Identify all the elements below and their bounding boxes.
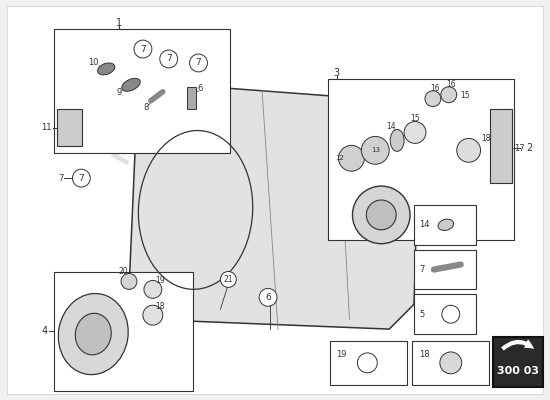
Circle shape <box>404 122 426 143</box>
Text: 8: 8 <box>143 103 148 112</box>
Circle shape <box>358 353 377 373</box>
Bar <box>53 29 230 153</box>
Ellipse shape <box>75 313 111 355</box>
Text: 7: 7 <box>419 265 425 274</box>
Ellipse shape <box>390 130 404 151</box>
Bar <box>493 337 543 387</box>
Text: 7: 7 <box>58 174 63 183</box>
Text: 9: 9 <box>117 88 122 97</box>
FancyArrowPatch shape <box>501 339 534 350</box>
Bar <box>412 341 490 385</box>
Text: 12: 12 <box>335 155 344 161</box>
Text: EUROSPARES: EUROSPARES <box>104 132 357 288</box>
Bar <box>57 109 82 146</box>
Text: 18: 18 <box>155 302 164 311</box>
Text: 6: 6 <box>265 293 271 302</box>
Text: 7: 7 <box>140 44 146 54</box>
Text: a passion for parts since 1: a passion for parts since 1 <box>184 215 336 304</box>
Ellipse shape <box>438 219 454 230</box>
Text: 7: 7 <box>166 54 172 64</box>
Circle shape <box>361 136 389 164</box>
Circle shape <box>456 138 481 162</box>
Text: 19: 19 <box>155 276 164 285</box>
Text: 2: 2 <box>526 143 532 153</box>
Text: 11: 11 <box>41 123 52 132</box>
Bar <box>329 341 407 385</box>
Text: 14: 14 <box>386 122 396 131</box>
Text: 1: 1 <box>116 18 122 28</box>
Text: 18: 18 <box>482 134 491 143</box>
Text: 300 03: 300 03 <box>497 366 540 376</box>
Ellipse shape <box>97 63 115 75</box>
Text: 17: 17 <box>514 144 525 153</box>
Text: 7: 7 <box>79 174 84 183</box>
Text: 15: 15 <box>461 91 470 100</box>
Bar <box>414 205 476 245</box>
Text: 18: 18 <box>419 350 430 360</box>
Text: 16: 16 <box>446 80 455 89</box>
Circle shape <box>442 305 460 323</box>
Text: 21: 21 <box>224 275 233 284</box>
Text: 20: 20 <box>118 267 128 276</box>
Text: 4: 4 <box>41 326 48 336</box>
Ellipse shape <box>366 200 396 230</box>
Circle shape <box>221 272 236 287</box>
Circle shape <box>121 274 137 289</box>
Bar <box>414 294 476 334</box>
Circle shape <box>441 87 456 103</box>
Text: 15: 15 <box>410 114 420 123</box>
Text: 7: 7 <box>196 58 201 68</box>
Circle shape <box>339 145 364 171</box>
Text: 3: 3 <box>333 68 340 78</box>
Text: 16: 16 <box>430 84 439 93</box>
Ellipse shape <box>58 294 128 375</box>
Circle shape <box>425 91 441 107</box>
Circle shape <box>259 288 277 306</box>
Circle shape <box>440 352 461 374</box>
Ellipse shape <box>122 78 140 91</box>
Ellipse shape <box>353 186 410 244</box>
Bar <box>491 109 513 183</box>
Bar <box>186 87 196 109</box>
Text: 13: 13 <box>371 147 380 153</box>
Text: 14: 14 <box>419 220 430 229</box>
Text: 19: 19 <box>337 350 347 360</box>
Text: 5: 5 <box>419 310 424 319</box>
Circle shape <box>134 40 152 58</box>
Text: 6: 6 <box>197 84 203 93</box>
Polygon shape <box>129 86 419 329</box>
Circle shape <box>160 50 178 68</box>
Circle shape <box>143 305 163 325</box>
Bar <box>414 250 476 289</box>
Bar <box>53 272 192 391</box>
Circle shape <box>73 169 90 187</box>
Text: 10: 10 <box>88 58 98 68</box>
Circle shape <box>144 280 162 298</box>
Circle shape <box>190 54 207 72</box>
Bar <box>328 79 514 240</box>
